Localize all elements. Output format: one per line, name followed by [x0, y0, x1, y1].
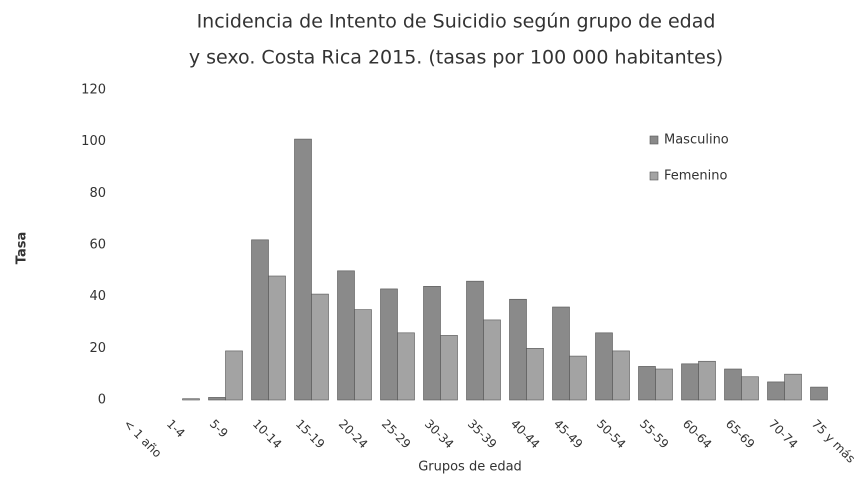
bar: [423, 286, 441, 401]
bar: [612, 350, 630, 401]
x-tick-label: 10-14: [250, 417, 285, 452]
y-tick-label: 0: [98, 393, 106, 408]
x-tick-label: < 1 año: [121, 417, 165, 461]
bar: [483, 319, 501, 401]
bar: [380, 288, 398, 401]
bar: [784, 373, 802, 401]
x-tick-label: 1-4: [164, 417, 188, 441]
x-tick-label: 40-44: [508, 417, 543, 452]
legend-swatch: [649, 135, 659, 145]
bar: [526, 348, 544, 401]
x-tick-label: 20-24: [336, 417, 371, 452]
bar: [724, 368, 742, 401]
y-tick-label: 20: [89, 341, 106, 356]
x-tick-label: 75 y más: [809, 417, 858, 466]
bar: [767, 381, 785, 401]
x-tick-label: 35-39: [465, 417, 500, 452]
bar: [337, 270, 355, 401]
bar: [595, 332, 613, 401]
bar: [569, 355, 587, 401]
bar: [354, 309, 372, 401]
x-tick-label: 30-34: [422, 417, 457, 452]
x-tick-label: 25-29: [379, 417, 414, 452]
bar: [182, 398, 200, 401]
bar: [638, 366, 656, 401]
y-axis-label: Tasa: [15, 232, 30, 264]
bar: [440, 335, 458, 401]
legend-label: Masculino: [664, 133, 729, 148]
x-tick-label: 55-59: [637, 417, 672, 452]
x-tick-label: 60-64: [680, 417, 715, 452]
y-tick-label: 40: [89, 289, 106, 304]
legend-label: Femenino: [664, 169, 728, 184]
bar: [466, 280, 484, 401]
bar: [251, 239, 269, 401]
x-tick-label: 5-9: [207, 417, 231, 441]
y-tick-label: 80: [89, 186, 106, 201]
bar: [741, 376, 759, 401]
legend-swatch: [649, 171, 659, 181]
bar: [681, 363, 699, 401]
x-tick-label: 50-54: [594, 417, 629, 452]
bar: [397, 332, 415, 401]
x-axis-label: Grupos de edad: [418, 460, 522, 475]
chart-title: Incidencia de Intento de Suicidio según …: [197, 11, 716, 33]
bar: [225, 350, 243, 401]
y-tick-label: 60: [89, 238, 106, 253]
x-tick-label: 45-49: [551, 417, 586, 452]
bar: [552, 306, 570, 401]
chart-title: y sexo. Costa Rica 2015. (tasas por 100 …: [189, 47, 723, 69]
bar: [208, 397, 226, 401]
bar: [698, 360, 716, 401]
bar: [268, 275, 286, 401]
bar: [294, 138, 312, 401]
y-tick-label: 120: [81, 83, 106, 98]
y-tick-label: 100: [81, 134, 106, 149]
bar: [311, 293, 329, 401]
x-tick-label: 65-69: [723, 417, 758, 452]
x-tick-label: 15-19: [293, 417, 328, 452]
bar: [655, 368, 673, 401]
bar: [509, 298, 527, 401]
bar: [810, 386, 828, 401]
x-tick-label: 70-74: [766, 417, 801, 452]
